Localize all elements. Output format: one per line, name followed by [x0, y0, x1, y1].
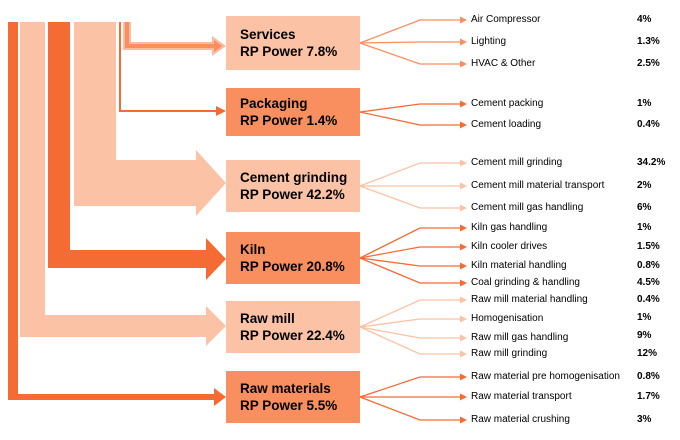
item-value: 12%	[637, 348, 658, 359]
branch-arrowhead	[460, 373, 467, 381]
box-packaging: Packaging RP Power 1.4%	[226, 88, 360, 136]
branch-line	[359, 227, 460, 259]
box-raw-materials-title: Raw materials	[240, 381, 331, 396]
item-value: 6%	[637, 202, 652, 213]
item-value: 0.8%	[637, 260, 660, 271]
box-kiln: Kiln RP Power 20.8%	[226, 232, 360, 284]
box-services-power: RP Power 7.8%	[240, 44, 338, 59]
branch-arrowhead	[460, 182, 467, 190]
item-value: 0.8%	[637, 371, 660, 382]
branch-line	[359, 318, 460, 328]
branch-line	[359, 111, 460, 126]
flow-raw-mill	[20, 22, 226, 346]
item-value: 2%	[637, 180, 652, 191]
box-kiln-power: RP Power 20.8%	[240, 259, 345, 274]
item-value: 4.5%	[637, 277, 660, 288]
branch-line	[359, 257, 460, 284]
item-value: 0.4%	[637, 294, 660, 305]
item-label: Cement packing	[471, 98, 544, 109]
item-value: 9%	[637, 330, 652, 341]
item-label: Cement mill material transport	[471, 180, 605, 191]
item-value: 1%	[637, 98, 652, 109]
branch-line	[359, 185, 460, 209]
branch-arrowhead	[460, 38, 467, 46]
branch-line	[359, 257, 460, 267]
branch-line	[359, 396, 460, 421]
item-value: 1%	[637, 222, 652, 233]
branch-arrowhead	[460, 100, 467, 108]
branch-arrowhead	[460, 224, 467, 232]
branch-arrowhead	[460, 334, 467, 342]
branch-line	[359, 299, 460, 328]
branch-arrowhead	[460, 262, 467, 270]
flow-kiln	[48, 22, 226, 280]
box-cement-grinding: Cement grinding RP Power 42.2%	[226, 160, 360, 212]
branch-arrowhead	[460, 204, 467, 212]
flow-packaging	[119, 22, 226, 116]
item-label: Lighting	[471, 36, 507, 47]
item-label: Coal grinding & handling	[471, 277, 580, 288]
box-raw-mill-power: RP Power 22.4%	[240, 328, 345, 343]
branch-line	[359, 103, 460, 113]
branch-arrowhead	[460, 393, 467, 401]
item-value: 34.2%	[637, 157, 666, 168]
item-label: Raw material crushing	[471, 414, 570, 425]
item-value: 0.4%	[637, 119, 660, 130]
item-value: 2.5%	[637, 58, 660, 69]
branch-arrowhead	[460, 121, 467, 129]
item-value: 1.5%	[637, 241, 660, 252]
branch-arrowhead	[460, 60, 467, 68]
item-label: Kiln cooler drives	[471, 241, 548, 252]
branch-arrowhead	[460, 279, 467, 287]
box-kiln-title: Kiln	[240, 242, 266, 257]
item-label: Kiln material handling	[471, 260, 567, 271]
branch-arrowhead	[460, 16, 467, 24]
item-value: 1%	[637, 312, 652, 323]
item-label: Raw material pre homogenisation	[471, 371, 620, 382]
item-label: Raw material transport	[471, 391, 572, 402]
item-label: Raw mill gas handling	[471, 332, 569, 343]
branch-arrowhead	[460, 296, 467, 304]
box-raw-mill-title: Raw mill	[240, 311, 295, 326]
box-packaging-power: RP Power 1.4%	[240, 113, 338, 128]
item-label: Cement mill gas handling	[471, 202, 584, 213]
branch-line	[359, 326, 460, 355]
item-label: HVAC & Other	[471, 58, 536, 69]
branch-arrowhead	[460, 243, 467, 251]
branch-line	[359, 326, 460, 339]
item-label: Homogenisation	[471, 313, 544, 324]
item-label: Cement loading	[471, 119, 542, 130]
branch-arrowhead	[460, 350, 467, 358]
item-label: Cement mill grinding	[471, 157, 563, 168]
branch-arrowhead	[460, 159, 467, 167]
flow-services	[123, 22, 226, 56]
branch-arrows	[359, 16, 467, 424]
branch-line	[359, 162, 460, 187]
box-services: Services RP Power 7.8%	[226, 16, 360, 70]
branch-line	[359, 42, 460, 65]
box-services-title: Services	[240, 27, 296, 42]
box-cement-grinding-power: RP Power 42.2%	[240, 187, 345, 202]
branch-line	[359, 246, 460, 259]
item-label: Kiln gas handling	[471, 222, 548, 233]
branch-line	[359, 41, 460, 44]
flow-cement-grinding	[74, 22, 226, 216]
item-value: 1.3%	[637, 36, 660, 47]
item-label: Raw mill material handling	[471, 294, 588, 305]
box-raw-mill: Raw mill RP Power 22.4%	[226, 301, 360, 353]
branch-line	[359, 19, 460, 44]
item-label: Raw mill grinding	[471, 348, 548, 359]
branch-line	[359, 376, 460, 398]
branch-arrowhead	[460, 416, 467, 424]
box-raw-materials-power: RP Power 5.5%	[240, 398, 338, 413]
item-label: Air Compressor	[471, 14, 541, 25]
box-packaging-title: Packaging	[240, 96, 308, 111]
branch-arrowhead	[460, 315, 467, 323]
box-raw-materials: Raw materials RP Power 5.5%	[226, 371, 360, 423]
item-value: 3%	[637, 414, 652, 425]
item-value: 1.7%	[637, 391, 660, 402]
item-value: 4%	[637, 14, 652, 25]
box-cement-grinding-title: Cement grinding	[240, 170, 348, 185]
